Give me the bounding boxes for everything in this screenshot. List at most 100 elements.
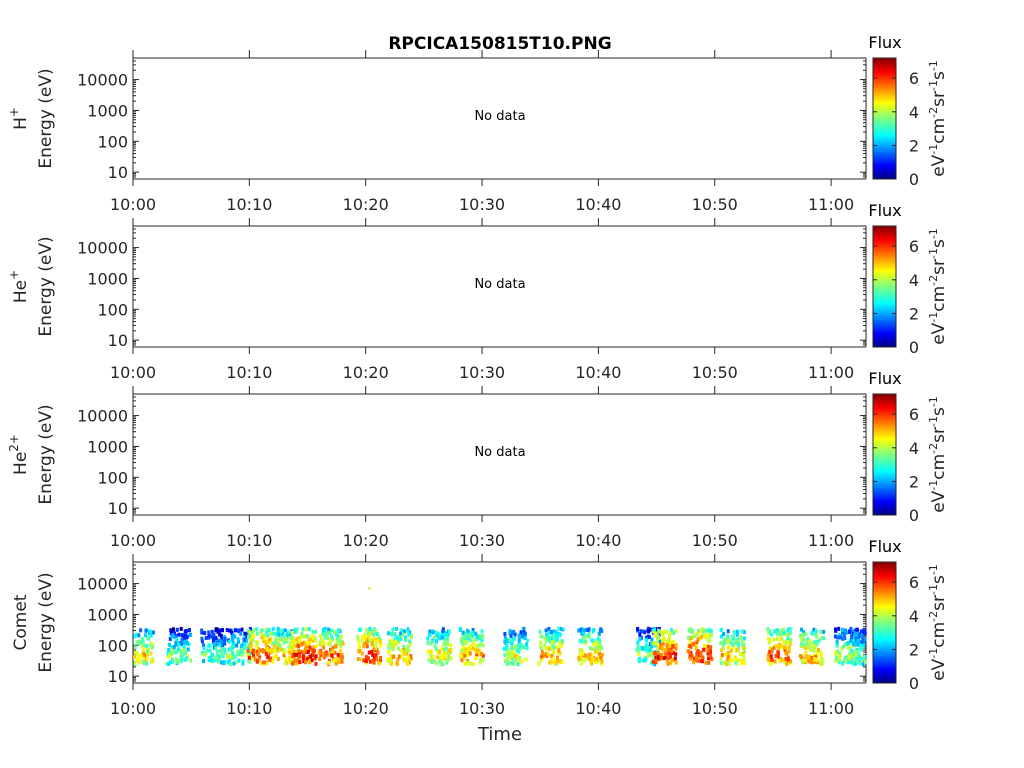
flux-cell bbox=[736, 637, 740, 642]
flux-cell bbox=[461, 630, 465, 635]
flux-cell bbox=[646, 653, 650, 658]
flux-cell bbox=[262, 649, 265, 654]
flux-cell bbox=[271, 626, 275, 631]
flux-cell bbox=[635, 648, 639, 653]
flux-cell bbox=[255, 627, 259, 632]
colorbar-label-unit: cm bbox=[929, 286, 949, 312]
flux-cell bbox=[304, 660, 307, 665]
flux-cell bbox=[665, 640, 669, 644]
flux-cell bbox=[304, 650, 308, 654]
flux-cell bbox=[848, 641, 852, 645]
flux-cell bbox=[172, 627, 175, 632]
flux-cell bbox=[724, 637, 728, 642]
flux-cell bbox=[475, 634, 479, 639]
flux-cell bbox=[136, 653, 140, 658]
flux-cell bbox=[841, 627, 845, 632]
flux-cell bbox=[539, 640, 543, 645]
flux-cell bbox=[719, 641, 723, 645]
panel-2: 10:00 10:10 10:20 10:30 10:40 10:50 11:00 10 100… bbox=[7, 201, 949, 382]
colorbar-label-unit: cm bbox=[929, 118, 949, 144]
x-tick-label: 10:50 bbox=[692, 195, 738, 214]
flux-cell bbox=[506, 652, 510, 656]
flux-cell bbox=[236, 649, 240, 654]
flux-cell bbox=[378, 639, 382, 644]
flux-cell bbox=[525, 646, 529, 651]
x-tick-label: 10:30 bbox=[459, 699, 505, 718]
flux-cell bbox=[167, 648, 171, 652]
flux-cell bbox=[339, 648, 342, 653]
flux-cell bbox=[692, 635, 696, 640]
flux-cell bbox=[287, 644, 291, 649]
flux-cell bbox=[397, 646, 401, 651]
flux-cell bbox=[240, 627, 244, 632]
flux-cell bbox=[662, 629, 666, 634]
flux-cell bbox=[314, 638, 317, 643]
y-tick-label: 10000 bbox=[77, 71, 128, 90]
flux-cell bbox=[427, 658, 431, 663]
flux-cell bbox=[582, 628, 586, 633]
colorbar-tick-label: 2 bbox=[909, 640, 919, 659]
flux-cell bbox=[600, 629, 604, 633]
flux-cell bbox=[291, 635, 295, 640]
flux-cell bbox=[584, 656, 588, 661]
flux-cell bbox=[855, 659, 859, 663]
flux-cell bbox=[722, 632, 726, 637]
flux-cell bbox=[292, 649, 296, 654]
flux-cell bbox=[409, 655, 413, 659]
flux-cell bbox=[288, 635, 292, 640]
flux-cell bbox=[264, 642, 268, 647]
flux-cell bbox=[309, 654, 313, 659]
flux-cell bbox=[277, 632, 281, 637]
flux-cell bbox=[800, 642, 804, 647]
flux-cell bbox=[812, 627, 816, 632]
flux-cell bbox=[665, 643, 669, 648]
flux-cell bbox=[558, 632, 562, 637]
flux-cell bbox=[297, 648, 301, 653]
flux-cell bbox=[449, 656, 453, 661]
flux-cell bbox=[250, 643, 254, 648]
flux-cell bbox=[522, 645, 526, 650]
flux-cell bbox=[839, 635, 843, 640]
x-tick-label: 10:40 bbox=[575, 531, 621, 550]
colorbar-label-unit: sr bbox=[929, 595, 949, 611]
flux-cell bbox=[560, 643, 564, 648]
flux-cell bbox=[509, 633, 513, 638]
flux-cell bbox=[742, 661, 746, 666]
flux-cell bbox=[817, 649, 821, 654]
flux-cell bbox=[833, 634, 837, 639]
flux-cell bbox=[844, 630, 848, 635]
flux-cell bbox=[218, 632, 221, 637]
flux-cell bbox=[295, 627, 299, 632]
flux-cell bbox=[170, 628, 173, 633]
flux-cell bbox=[519, 630, 523, 635]
flux-cell bbox=[481, 634, 485, 639]
colorbar-tick-label: 0 bbox=[909, 338, 919, 357]
colorbar-tick-label: 6 bbox=[909, 573, 919, 592]
flux-cell bbox=[246, 649, 250, 654]
flux-cell bbox=[286, 630, 290, 635]
flux-cell bbox=[515, 648, 519, 653]
flux-cell bbox=[841, 630, 845, 635]
flux-cell bbox=[789, 659, 793, 664]
flux-cell bbox=[311, 629, 315, 634]
flux-cell bbox=[295, 658, 299, 663]
flux-cell bbox=[149, 641, 153, 646]
flux-cell bbox=[812, 648, 816, 653]
flux-cell bbox=[463, 662, 467, 666]
flux-cell bbox=[721, 645, 725, 650]
flux-cell bbox=[444, 654, 448, 659]
flux-cell bbox=[215, 657, 219, 662]
flux-cell bbox=[595, 646, 599, 651]
flux-cell bbox=[854, 653, 857, 658]
flux-cell bbox=[740, 640, 744, 644]
flux-cell bbox=[781, 627, 785, 632]
flux-cell bbox=[449, 650, 453, 655]
flux-cell bbox=[835, 643, 839, 648]
flux-cell bbox=[689, 627, 693, 631]
flux-cell bbox=[592, 647, 596, 652]
flux-cell bbox=[253, 656, 257, 661]
flux-cell bbox=[856, 638, 860, 643]
flux-cell bbox=[282, 653, 286, 658]
colorbar-label-exponent: -1 bbox=[927, 80, 940, 91]
flux-cell bbox=[298, 660, 302, 665]
